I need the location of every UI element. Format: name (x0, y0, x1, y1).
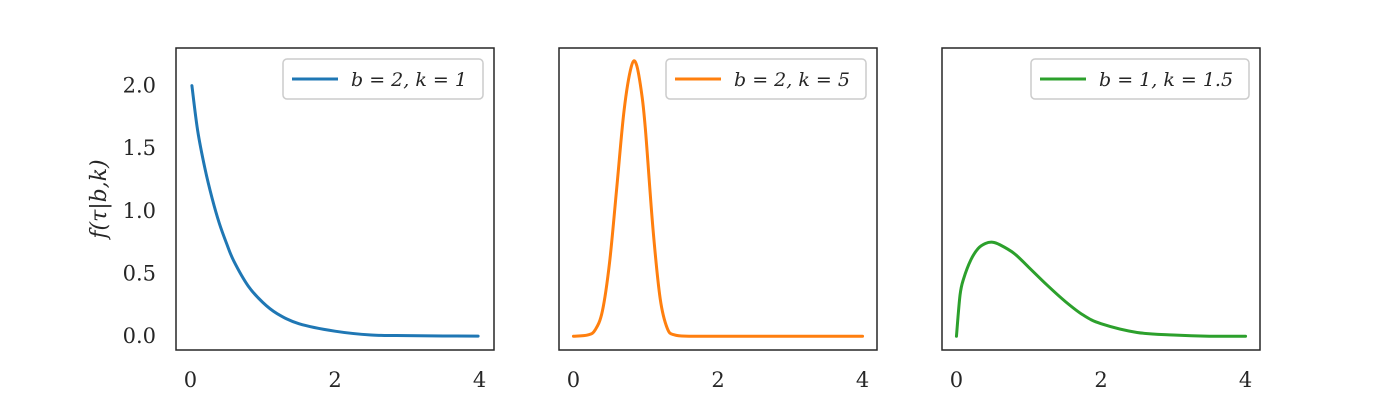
y-tick-label: 1.0 (123, 199, 156, 223)
series-line-2 (571, 59, 865, 338)
axes-frame-2 (558, 47, 878, 351)
legend-box (282, 58, 484, 100)
series-line-1 (190, 84, 480, 338)
y-tick-label: 0.0 (123, 324, 156, 348)
series-line-3 (954, 240, 1248, 338)
x-tick-label: 0 (567, 368, 580, 392)
legend-label: b = 1, k = 1.5 (1099, 69, 1233, 91)
x-tick-label: 2 (328, 368, 341, 392)
legend-label: b = 2, k = 5 (734, 69, 850, 91)
axes-frame-3 (941, 47, 1261, 351)
panel-1: 0 2 4 0.0 0.5 1.0 1.5 2.0 f(τ|b,k) b = 2, k = 1 (87, 47, 495, 392)
x-tick-label: 4 (473, 368, 486, 392)
legend-1: b = 2, k = 1 (282, 58, 484, 100)
x-tick-label: 2 (1094, 368, 1107, 392)
panel-3: 0 2 4 b = 1, k = 1.5 (941, 47, 1261, 392)
legend-box (665, 58, 867, 100)
y-axis-label: f(τ|b,k) (87, 159, 112, 240)
x-tick-label: 4 (856, 368, 869, 392)
legend-label: b = 2, k = 1 (351, 69, 467, 91)
x-tick-label: 4 (1239, 368, 1252, 392)
legend-3: b = 1, k = 1.5 (1030, 58, 1250, 100)
legend-2: b = 2, k = 5 (665, 58, 867, 100)
legend-box (1030, 58, 1250, 100)
x-tick-label: 0 (184, 368, 197, 392)
axes-frame-1 (175, 47, 495, 351)
y-tick-label: 2.0 (123, 74, 156, 98)
y-tick-label: 0.5 (123, 262, 156, 286)
y-tick-label: 1.5 (123, 136, 156, 160)
x-tick-label: 2 (711, 368, 724, 392)
panel-2: 0 2 4 b = 2, k = 5 (558, 47, 878, 392)
x-tick-label: 0 (950, 368, 963, 392)
